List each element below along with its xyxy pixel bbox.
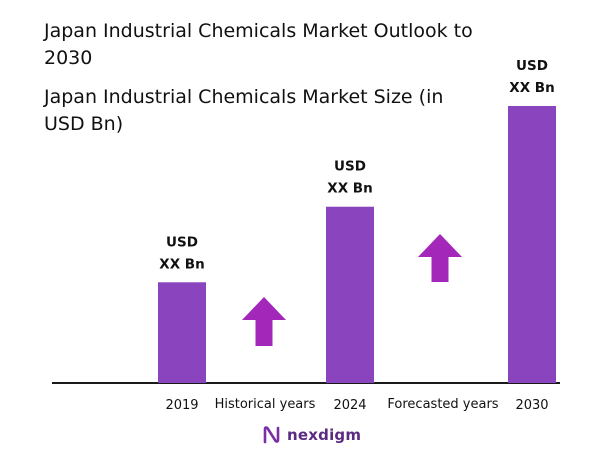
chart-title: Japan Industrial Chemicals Market Outloo… bbox=[44, 20, 473, 69]
bar-2024 bbox=[326, 206, 374, 383]
brand-name: nexdigm bbox=[287, 426, 362, 444]
bar-value-label-2019: USD bbox=[166, 234, 198, 250]
up-arrow-1-icon bbox=[242, 297, 286, 346]
up-arrow-2-icon bbox=[418, 234, 462, 282]
brand-logo: nexdigm bbox=[262, 424, 361, 446]
nexdigm-logo-icon bbox=[263, 426, 280, 444]
x-tick-label-2019: 2019 bbox=[165, 398, 198, 413]
bar-value-label-2024: XX Bn bbox=[327, 181, 372, 197]
bar-2019 bbox=[158, 282, 206, 383]
bar-value-label-2024: USD bbox=[334, 159, 366, 175]
bar-value-label-2030: XX Bn bbox=[509, 80, 554, 96]
historical-years-label: Historical years bbox=[215, 397, 316, 412]
x-tick-label-2030: 2030 bbox=[515, 398, 548, 413]
forecasted-years-label: Forecasted years bbox=[387, 397, 498, 412]
x-tick-label-2024: 2024 bbox=[333, 398, 366, 413]
bar-2030 bbox=[508, 106, 556, 383]
bar-value-label-2030: USD bbox=[516, 58, 548, 74]
chart-subtitle: Japan Industrial Chemicals Market Size (… bbox=[44, 86, 444, 135]
bar-value-label-2019: XX Bn bbox=[159, 256, 204, 272]
